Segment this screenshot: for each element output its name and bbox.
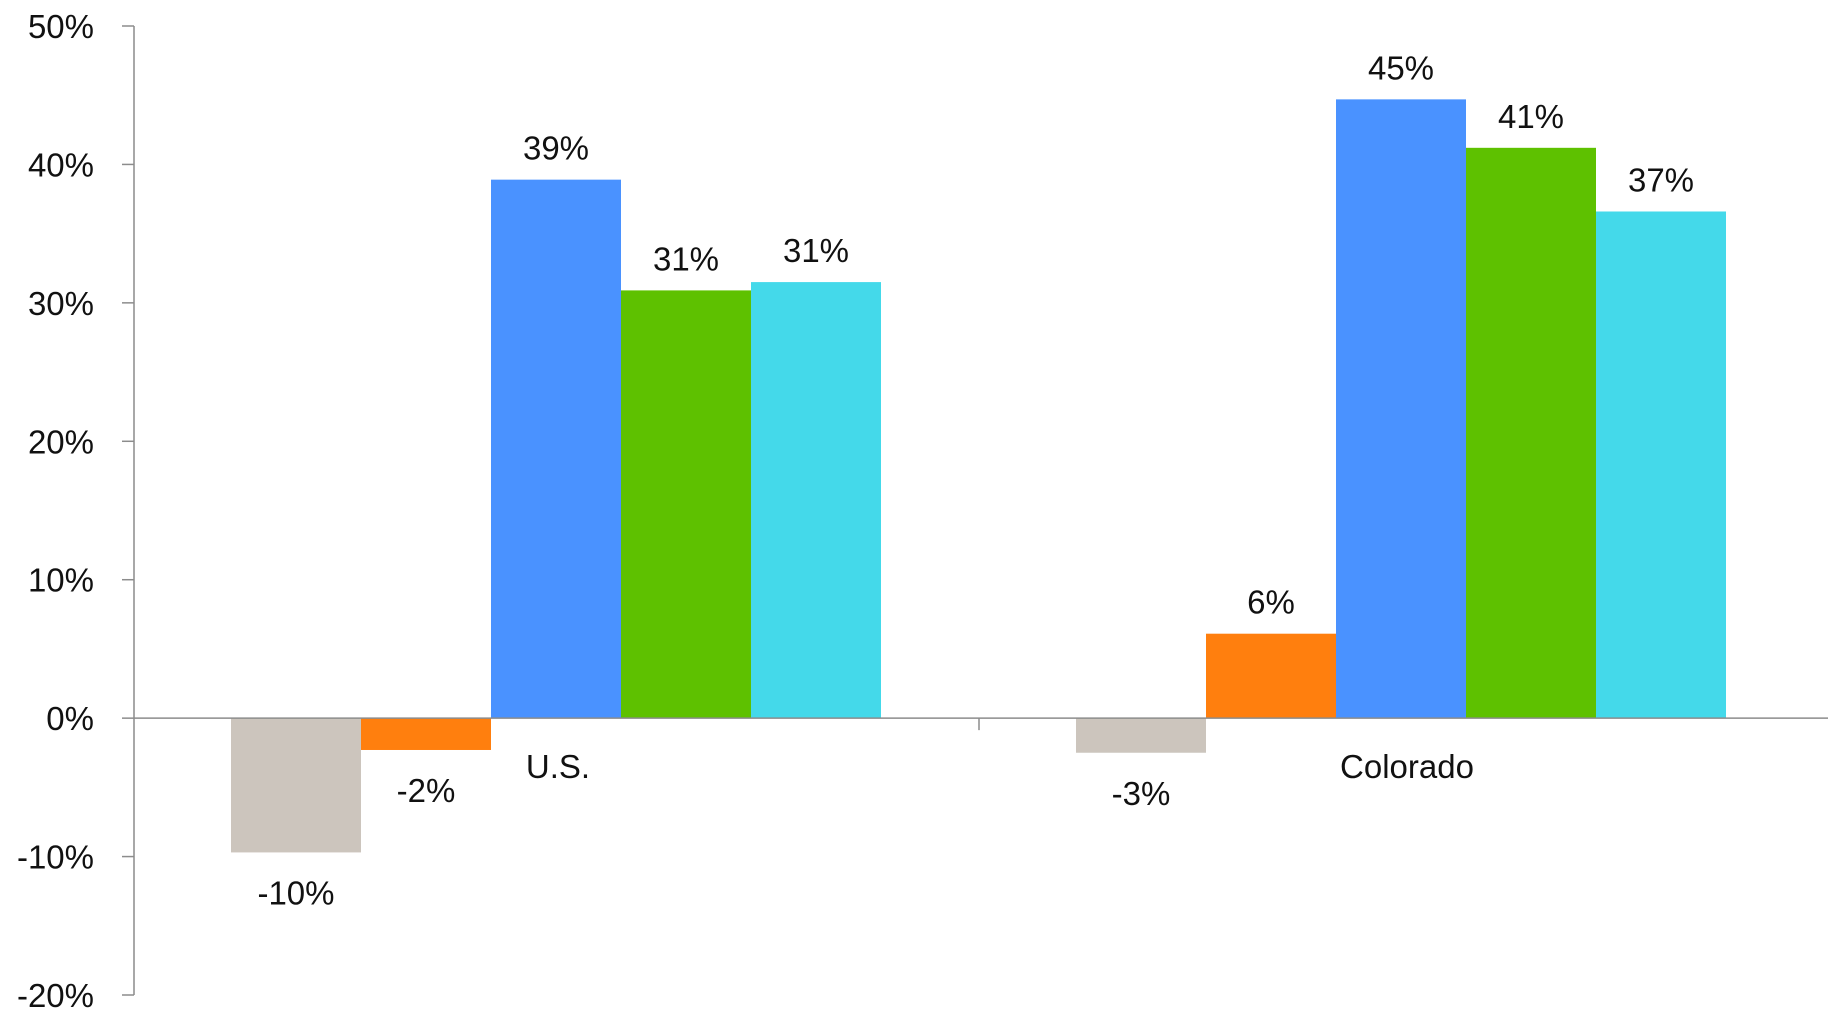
y-tick-label: 20%: [28, 423, 94, 460]
bar-colorado-series-2: [1206, 633, 1336, 719]
data-label: 31%: [653, 240, 719, 277]
bar-us-series-5: [751, 282, 881, 719]
y-tick-label: 10%: [28, 562, 94, 599]
y-tick-label: 30%: [28, 285, 94, 322]
bar-colorado-series-3: [1336, 99, 1466, 719]
category-label: U.S.: [526, 748, 590, 785]
y-tick-label: -10%: [17, 839, 94, 876]
bar-us-series-4: [621, 290, 751, 719]
data-label: -3%: [1112, 775, 1171, 812]
bar-colorado-series-5: [1596, 211, 1726, 719]
data-label: 6%: [1247, 584, 1295, 621]
bar-us-series-2: [361, 718, 491, 750]
y-tick-label: 40%: [28, 146, 94, 183]
data-label: 37%: [1628, 161, 1694, 198]
y-tick-label: 50%: [28, 8, 94, 45]
data-label: 41%: [1498, 98, 1564, 135]
category-label: Colorado: [1340, 748, 1474, 785]
bar-colorado-series-4: [1466, 147, 1596, 719]
y-tick-label: 0%: [46, 700, 94, 737]
y-tick-label: -20%: [17, 977, 94, 1014]
data-label: -10%: [257, 874, 334, 911]
data-label: -2%: [397, 772, 456, 809]
data-label: 39%: [523, 130, 589, 167]
bar-colorado-series-1: [1076, 718, 1206, 753]
bar-us-series-3: [491, 179, 621, 719]
data-label: 31%: [783, 232, 849, 269]
data-label: 45%: [1368, 49, 1434, 86]
bar-us-series-1: [231, 718, 361, 853]
